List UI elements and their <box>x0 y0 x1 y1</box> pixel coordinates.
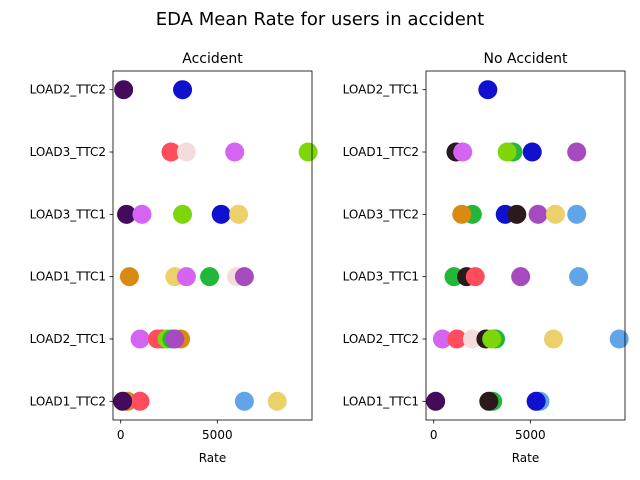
y-tick-label: LOAD3_TTC1 <box>30 207 106 221</box>
data-point <box>497 142 517 162</box>
plot-frame <box>425 70 626 421</box>
data-point <box>173 204 193 224</box>
data-point <box>511 267 531 287</box>
data-point <box>447 329 467 349</box>
data-point <box>113 391 133 411</box>
data-point <box>176 142 196 162</box>
data-point <box>130 329 150 349</box>
data-point <box>165 329 185 349</box>
data-point <box>507 204 527 224</box>
data-point <box>229 204 249 224</box>
data-point <box>482 329 502 349</box>
y-tick-label: LOAD3_TTC2 <box>30 145 106 159</box>
y-tick-label: LOAD1_TTC1 <box>343 394 419 408</box>
x-tick-label: 5000 <box>515 428 546 442</box>
data-point <box>130 391 150 411</box>
y-tick-label: LOAD2_TTC1 <box>30 332 106 346</box>
data-point <box>161 142 181 162</box>
data-point <box>132 204 152 224</box>
data-point <box>200 267 220 287</box>
data-point <box>569 267 589 287</box>
data-point <box>567 204 587 224</box>
data-point <box>567 142 587 162</box>
data-point <box>234 391 254 411</box>
chart-title: Accident <box>182 51 243 67</box>
y-tick-label: LOAD2_TTC1 <box>343 83 419 97</box>
y-tick-label: LOAD2_TTC2 <box>30 83 106 97</box>
data-point <box>173 80 193 100</box>
data-point <box>453 142 473 162</box>
x-axis-label: Rate <box>199 451 227 465</box>
chart-panel-0: Accident LOAD1_TTC2 LOAD2_TTC1 LOAD1_TTC1 LO… <box>30 51 318 465</box>
data-point <box>545 204 565 224</box>
y-tick-label: LOAD3_TTC2 <box>343 207 419 221</box>
data-point <box>479 391 499 411</box>
data-point <box>526 391 546 411</box>
data-point <box>528 204 548 224</box>
data-point <box>478 80 498 100</box>
data-point <box>267 391 287 411</box>
data-point <box>522 142 542 162</box>
data-point <box>426 391 446 411</box>
data-point <box>462 329 482 349</box>
chart-panel-1: No Accident LOAD1_TTC1 LOAD2_TTC2 LOAD3_TTC… <box>343 51 629 465</box>
data-point <box>117 204 137 224</box>
chart-title: No Accident <box>484 51 568 67</box>
plot-frame <box>112 70 313 421</box>
data-point <box>465 267 485 287</box>
y-tick-label: LOAD3_TTC1 <box>343 270 419 284</box>
x-tick-label: 0 <box>430 428 438 442</box>
data-point <box>544 329 564 349</box>
data-point <box>176 267 196 287</box>
x-tick-label: 5000 <box>202 428 233 442</box>
figure-title: EDA Mean Rate for users in accident <box>156 9 484 30</box>
data-point <box>609 329 629 349</box>
data-point <box>114 80 134 100</box>
data-point <box>234 267 254 287</box>
y-tick-label: LOAD1_TTC1 <box>30 270 106 284</box>
y-tick-label: LOAD2_TTC2 <box>343 332 419 346</box>
y-tick-label: LOAD1_TTC2 <box>343 145 419 159</box>
x-tick-label: 0 <box>117 428 125 442</box>
data-point <box>225 142 245 162</box>
data-point <box>432 329 452 349</box>
data-point <box>119 267 139 287</box>
data-point <box>211 204 231 224</box>
y-tick-label: LOAD1_TTC2 <box>30 394 106 408</box>
x-axis-label: Rate <box>512 451 540 465</box>
data-point <box>452 204 472 224</box>
data-point <box>298 142 318 162</box>
